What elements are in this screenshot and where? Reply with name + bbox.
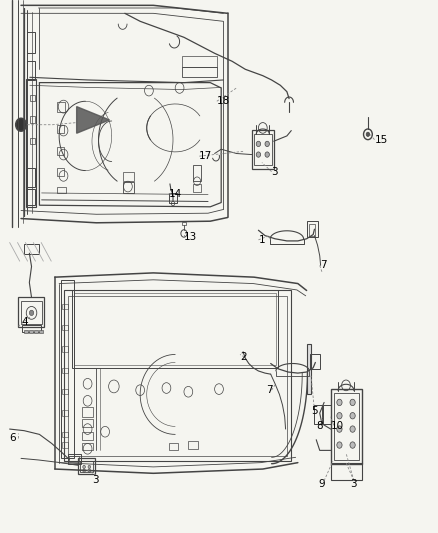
FancyBboxPatch shape bbox=[39, 330, 43, 333]
Text: 7: 7 bbox=[320, 261, 326, 270]
Text: 14: 14 bbox=[169, 189, 182, 199]
Circle shape bbox=[350, 442, 355, 448]
Text: 7: 7 bbox=[266, 385, 273, 395]
Text: 3: 3 bbox=[92, 475, 99, 484]
Text: 15: 15 bbox=[374, 135, 388, 144]
Circle shape bbox=[265, 141, 269, 147]
Circle shape bbox=[350, 426, 355, 432]
Text: 18: 18 bbox=[217, 96, 230, 106]
Circle shape bbox=[337, 399, 342, 406]
FancyBboxPatch shape bbox=[29, 330, 33, 333]
Text: 9: 9 bbox=[319, 479, 325, 489]
Circle shape bbox=[265, 152, 269, 157]
Text: 3: 3 bbox=[350, 479, 357, 489]
Text: 2: 2 bbox=[240, 352, 247, 362]
FancyBboxPatch shape bbox=[307, 344, 311, 394]
FancyBboxPatch shape bbox=[34, 330, 38, 333]
Circle shape bbox=[337, 426, 342, 432]
Text: 17: 17 bbox=[199, 151, 212, 161]
Text: 13: 13 bbox=[184, 232, 197, 242]
Circle shape bbox=[83, 469, 85, 472]
Text: 6: 6 bbox=[10, 433, 16, 443]
Circle shape bbox=[88, 469, 91, 472]
Text: 3: 3 bbox=[272, 167, 278, 176]
Text: 8: 8 bbox=[316, 422, 323, 431]
Circle shape bbox=[29, 310, 34, 316]
Text: 10: 10 bbox=[331, 422, 344, 431]
Circle shape bbox=[88, 465, 91, 469]
Polygon shape bbox=[77, 107, 110, 133]
Text: 1: 1 bbox=[258, 235, 265, 245]
FancyBboxPatch shape bbox=[24, 330, 28, 333]
Circle shape bbox=[350, 413, 355, 419]
Circle shape bbox=[337, 413, 342, 419]
Circle shape bbox=[16, 118, 26, 131]
Circle shape bbox=[366, 132, 370, 136]
Circle shape bbox=[83, 465, 85, 469]
Circle shape bbox=[350, 399, 355, 406]
Circle shape bbox=[337, 442, 342, 448]
Text: 4: 4 bbox=[21, 318, 28, 327]
Circle shape bbox=[256, 152, 261, 157]
Text: 5: 5 bbox=[311, 407, 318, 416]
Circle shape bbox=[256, 141, 261, 147]
